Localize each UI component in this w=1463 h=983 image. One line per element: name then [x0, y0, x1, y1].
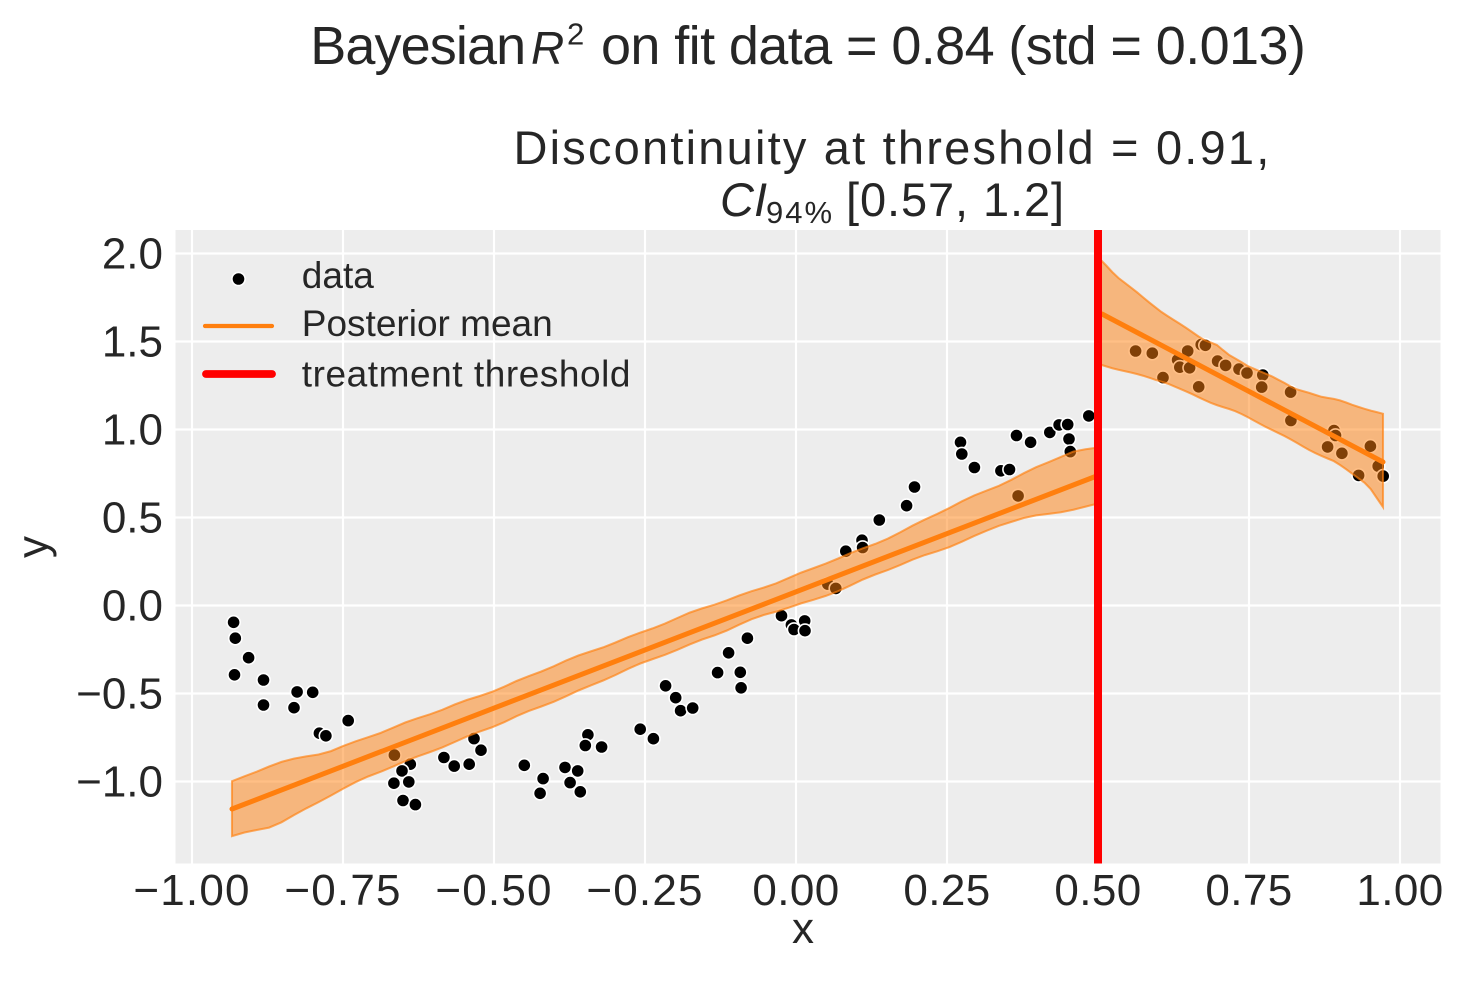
svg-text:Bayesian: Bayesian: [310, 16, 525, 76]
svg-text:−0.25: −0.25: [586, 866, 703, 915]
svg-text:R: R: [531, 22, 564, 74]
svg-text:2: 2: [567, 17, 584, 52]
svg-text:[0.57, 1.2]: [0.57, 1.2]: [846, 173, 1065, 226]
svg-text:on fit data = 0.84 (std = 0.01: on fit data = 0.84 (std = 0.013): [601, 16, 1305, 76]
svg-text:0.0: 0.0: [102, 582, 163, 631]
svg-text:Discontinuity at threshold = 0: Discontinuity at threshold = 0.91,: [514, 121, 1272, 174]
svg-text:CI: CI: [720, 173, 767, 226]
svg-text:1.0: 1.0: [102, 406, 163, 455]
svg-text:0.75: 0.75: [1205, 866, 1292, 915]
svg-text:94%: 94%: [766, 195, 834, 230]
svg-text:data: data: [302, 255, 374, 296]
svg-text:treatment threshold: treatment threshold: [302, 354, 631, 395]
svg-text:x: x: [792, 904, 814, 953]
svg-text:Posterior mean: Posterior mean: [302, 303, 553, 344]
svg-text:0.5: 0.5: [102, 494, 163, 543]
svg-text:2.0: 2.0: [102, 230, 163, 279]
svg-text:1.5: 1.5: [102, 318, 163, 367]
svg-text:0.50: 0.50: [1054, 866, 1141, 915]
svg-text:−1.0: −1.0: [76, 758, 163, 807]
svg-text:−1.00: −1.00: [133, 866, 250, 915]
svg-text:0.25: 0.25: [903, 866, 990, 915]
svg-text:y: y: [9, 536, 58, 558]
svg-text:−0.50: −0.50: [435, 866, 552, 915]
svg-text:−0.5: −0.5: [76, 670, 163, 719]
svg-text:1.00: 1.00: [1356, 866, 1443, 915]
svg-text:−0.75: −0.75: [284, 866, 401, 915]
svg-text:0.00: 0.00: [752, 866, 839, 915]
